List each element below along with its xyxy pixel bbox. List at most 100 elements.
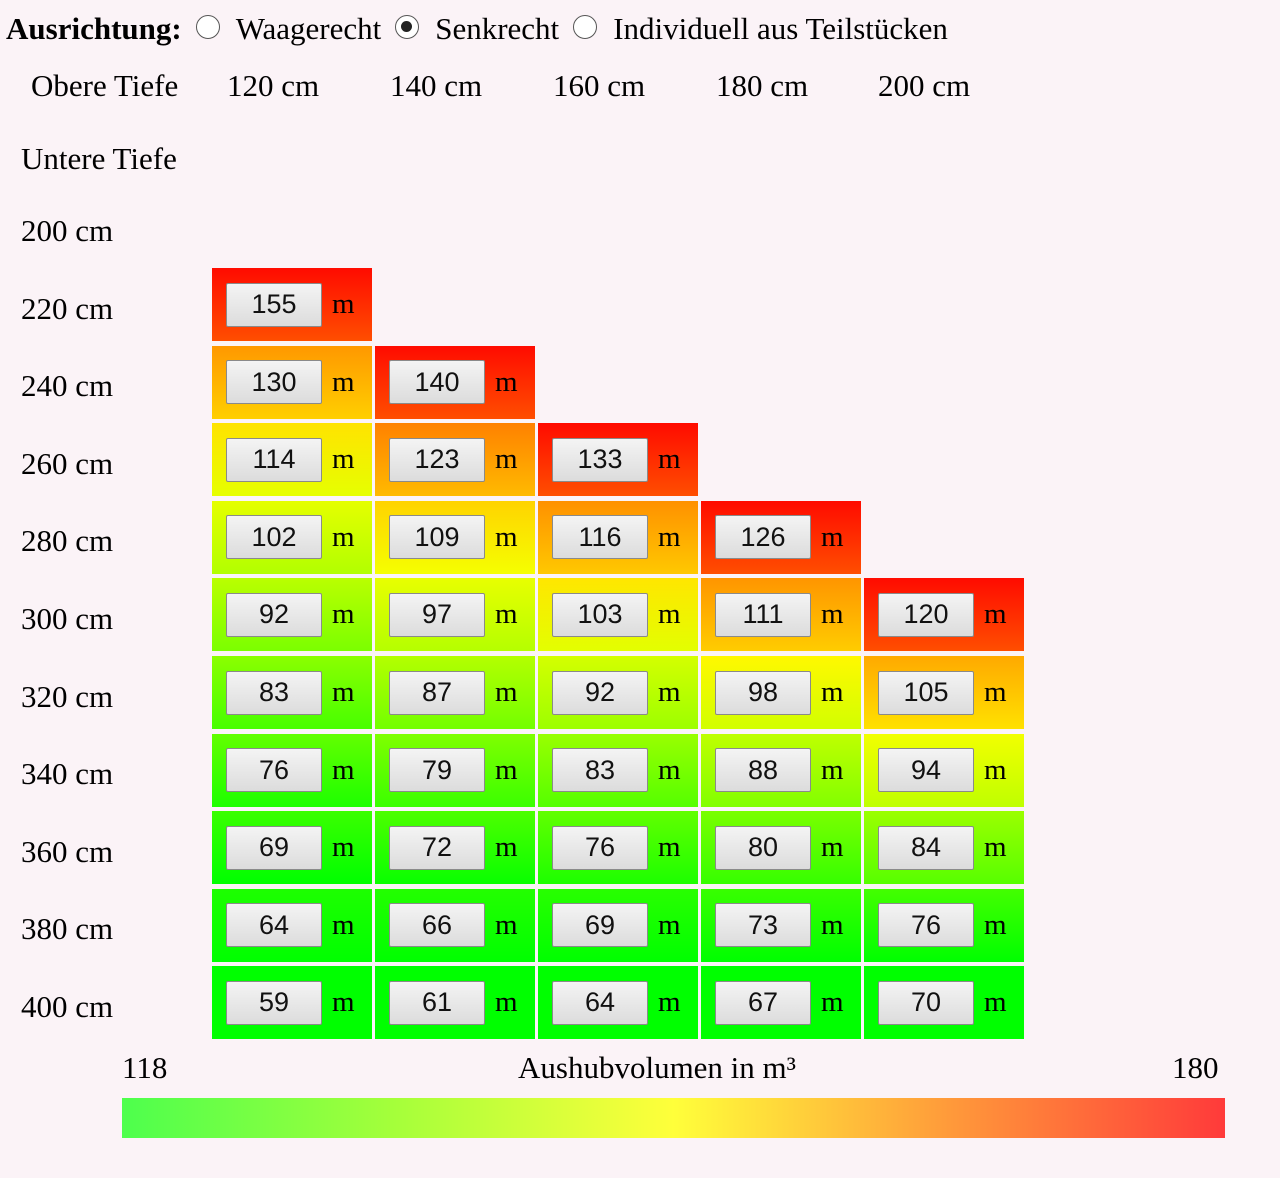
grid-cell: 87 m: [375, 656, 535, 729]
grid-cell: 102 m: [212, 500, 372, 574]
unit-label: m: [495, 908, 518, 941]
unit-label: m: [984, 753, 1007, 786]
unit-label: m: [984, 986, 1007, 1019]
grid-cell: 92 m: [538, 656, 698, 729]
unit-label: m: [495, 753, 518, 786]
volume-button[interactable]: 98: [715, 670, 811, 715]
volume-button[interactable]: 155: [226, 282, 322, 327]
grid-cell: 59 m: [212, 966, 372, 1040]
grid-cell: 88 m: [701, 733, 861, 807]
volume-button[interactable]: 69: [226, 825, 322, 870]
grid-cell: 79 m: [375, 733, 535, 807]
grid-cell: 67 m: [701, 966, 861, 1040]
volume-button[interactable]: 64: [552, 980, 648, 1025]
volume-button[interactable]: 79: [389, 748, 485, 793]
volume-button[interactable]: 103: [552, 592, 648, 637]
volume-button[interactable]: 105: [878, 670, 974, 715]
volume-button[interactable]: 69: [552, 903, 648, 948]
volume-button[interactable]: 140: [389, 360, 485, 405]
volume-button[interactable]: 76: [552, 825, 648, 870]
unit-label: m: [658, 443, 681, 476]
unit-label: m: [495, 598, 518, 631]
volume-button[interactable]: 83: [226, 670, 322, 715]
grid-cell: 76 m: [212, 733, 372, 807]
unit-label: m: [495, 986, 518, 1019]
volume-button[interactable]: 66: [389, 903, 485, 948]
unit-label: m: [821, 520, 844, 553]
top-depth-col-2: 140 cm: [390, 68, 483, 103]
radio-senkrecht[interactable]: [395, 15, 420, 39]
unit-label: m: [821, 598, 844, 631]
unit-label: m: [984, 598, 1007, 631]
radio-option-waagerecht[interactable]: Waagerecht: [195, 11, 382, 47]
unit-label: m: [821, 831, 844, 864]
grid-cell: 66 m: [375, 888, 535, 962]
radio-individuell[interactable]: [573, 15, 598, 39]
volume-button[interactable]: 126: [715, 515, 811, 560]
radio-label-senkrecht[interactable]: Senkrecht: [435, 11, 560, 46]
volume-button[interactable]: 64: [226, 903, 322, 948]
volume-button[interactable]: 87: [389, 670, 485, 715]
grid-cell: 114 m: [212, 423, 372, 497]
grid-cell: 155 m: [212, 268, 372, 341]
volume-button[interactable]: 70: [878, 980, 974, 1025]
radio-label-individuell[interactable]: Individuell aus Teilstücken: [613, 11, 948, 46]
grid-cell: 83 m: [538, 733, 698, 807]
volume-button[interactable]: 120: [878, 592, 974, 637]
grid-cell: 64 m: [538, 966, 698, 1040]
grid-cell: 130 m: [212, 345, 372, 419]
unit-label: m: [658, 986, 681, 1019]
volume-button[interactable]: 94: [878, 748, 974, 793]
unit-label: m: [332, 520, 355, 553]
volume-button[interactable]: 123: [389, 437, 485, 482]
unit-label: m: [658, 908, 681, 941]
volume-button[interactable]: 59: [226, 980, 322, 1025]
volume-button[interactable]: 130: [226, 360, 322, 405]
grid-cell: 98 m: [701, 656, 861, 729]
volume-button[interactable]: 109: [389, 515, 485, 560]
grid-cell: 111 m: [701, 578, 861, 652]
volume-button[interactable]: 72: [389, 825, 485, 870]
bottom-depth-label: Untere Tiefe: [21, 141, 177, 176]
volume-button[interactable]: 76: [226, 748, 322, 793]
volume-button[interactable]: 67: [715, 980, 811, 1025]
radio-label-waagerecht[interactable]: Waagerecht: [235, 11, 382, 46]
unit-label: m: [332, 288, 355, 320]
unit-label: m: [495, 831, 518, 864]
grid-cell: 69 m: [538, 888, 698, 962]
volume-button[interactable]: 84: [878, 825, 974, 870]
volume-button[interactable]: 61: [389, 980, 485, 1025]
row-label: 300 cm: [21, 601, 114, 636]
unit-label: m: [332, 908, 355, 941]
volume-button[interactable]: 73: [715, 903, 811, 948]
unit-label: m: [332, 986, 355, 1019]
volume-button[interactable]: 92: [226, 592, 322, 637]
volume-button[interactable]: 80: [715, 825, 811, 870]
volume-button[interactable]: 88: [715, 748, 811, 793]
volume-button[interactable]: 83: [552, 748, 648, 793]
radio-option-senkrecht[interactable]: Senkrecht: [395, 11, 559, 47]
grid-cell: 105 m: [864, 656, 1024, 729]
row-label: 220 cm: [21, 290, 114, 326]
volume-button[interactable]: 92: [552, 670, 648, 715]
unit-label: m: [821, 986, 844, 1019]
grid-cell: 76 m: [538, 811, 698, 885]
top-depth-col-4: 180 cm: [716, 68, 809, 103]
radio-waagerecht[interactable]: [195, 15, 220, 39]
grid-cell: 103 m: [538, 578, 698, 652]
unit-label: m: [821, 908, 844, 941]
volume-button[interactable]: 114: [226, 437, 322, 482]
radio-option-individuell[interactable]: Individuell aus Teilstücken: [573, 11, 948, 47]
row-label: 360 cm: [21, 833, 114, 869]
grid-cell: 120 m: [864, 578, 1024, 652]
volume-button[interactable]: 76: [878, 903, 974, 948]
volume-button[interactable]: 102: [226, 515, 322, 560]
grid-cell: 76 m: [864, 888, 1024, 962]
volume-button[interactable]: 116: [552, 515, 648, 560]
unit-label: m: [332, 598, 355, 631]
volume-button[interactable]: 133: [552, 437, 648, 482]
volume-button[interactable]: 97: [389, 592, 485, 637]
unit-label: m: [658, 753, 681, 786]
volume-button[interactable]: 111: [715, 592, 811, 637]
row-label: 280 cm: [21, 523, 114, 559]
